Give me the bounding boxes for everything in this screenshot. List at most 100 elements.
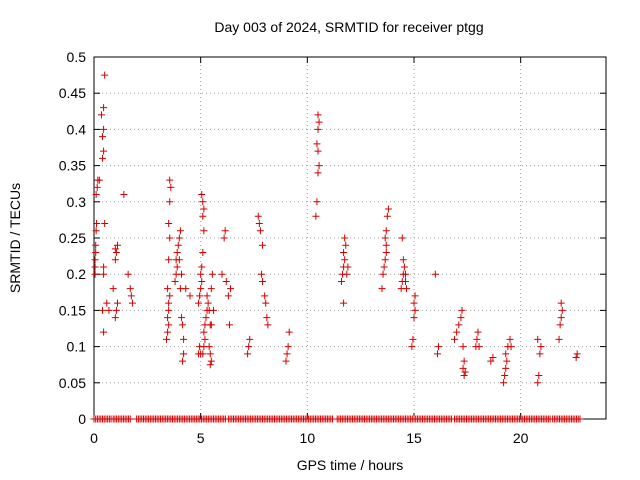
data-point <box>455 321 463 329</box>
data-point <box>201 335 209 343</box>
data-point <box>264 321 272 329</box>
data-point <box>314 125 322 133</box>
data-point <box>381 234 389 242</box>
data-point <box>100 147 108 155</box>
data-point <box>199 198 207 206</box>
data-point <box>197 270 205 278</box>
data-point <box>401 270 409 278</box>
data-point <box>411 292 419 300</box>
y-tick-label: 0.1 <box>67 339 87 355</box>
data-point <box>314 169 322 177</box>
data-point <box>91 256 99 264</box>
data-point <box>127 292 135 300</box>
data-point <box>451 335 459 343</box>
data-point <box>175 256 183 264</box>
data-point <box>208 270 216 278</box>
data-point <box>166 176 174 184</box>
data-point <box>400 263 408 271</box>
data-point <box>255 220 263 228</box>
data-point <box>401 277 409 285</box>
axis-ticks: 0 0.05 0.1 0.15 0.2 0.25 0.3 0.35 0.4 0.45 0.5 0 5 10… <box>59 49 606 446</box>
data-point <box>256 227 264 235</box>
data-point <box>175 234 183 242</box>
data-point <box>207 357 215 365</box>
x-tick-label: 15 <box>406 430 422 446</box>
data-point <box>489 353 497 361</box>
data-point <box>572 353 580 361</box>
data-point <box>558 306 566 314</box>
data-point <box>453 328 461 336</box>
data-point <box>112 248 120 256</box>
data-point <box>199 248 207 256</box>
data-point <box>92 241 100 249</box>
data-point <box>534 335 542 343</box>
data-point <box>435 343 443 351</box>
data-point <box>128 299 136 307</box>
data-point <box>200 328 208 336</box>
data-point <box>166 292 174 300</box>
data-point <box>171 277 179 285</box>
data-point <box>92 191 100 199</box>
y-tick-label: 0.3 <box>67 194 87 210</box>
data-point <box>99 133 107 141</box>
data-point <box>314 111 322 119</box>
data-point <box>97 111 105 119</box>
data-point <box>92 248 100 256</box>
data-point <box>341 256 349 264</box>
data-point <box>313 140 321 148</box>
data-point <box>399 256 407 264</box>
data-point <box>457 314 465 322</box>
data-point <box>501 372 509 380</box>
data-point <box>556 321 564 329</box>
data-point <box>207 321 215 329</box>
data-point <box>410 299 418 307</box>
data-point <box>285 328 293 336</box>
data-point <box>475 343 483 351</box>
data-point <box>100 104 108 112</box>
y-tick-label: 0.35 <box>59 158 86 174</box>
data-point <box>460 357 468 365</box>
data-point <box>120 191 128 199</box>
data-point <box>203 292 211 300</box>
data-point <box>341 234 349 242</box>
data-point <box>474 328 482 336</box>
data-point <box>124 270 132 278</box>
data-point <box>105 306 113 314</box>
data-point <box>101 220 109 228</box>
data-point <box>261 292 269 300</box>
x-tick-label: 20 <box>513 430 529 446</box>
data-point <box>163 335 171 343</box>
data-point <box>91 263 99 271</box>
data-point <box>403 285 411 293</box>
data-point <box>199 212 207 220</box>
data-point <box>100 328 108 336</box>
x-tick-label: 5 <box>197 430 205 446</box>
chart-title: Day 003 of 2024, SRMTID for receiver ptg… <box>214 19 483 35</box>
data-point <box>507 343 515 351</box>
data-point <box>111 245 119 253</box>
y-tick-label: 0.4 <box>67 121 87 137</box>
data-point <box>112 306 120 314</box>
data-point <box>431 270 439 278</box>
data-point <box>411 306 419 314</box>
data-point <box>174 241 182 249</box>
data-point <box>91 270 99 278</box>
data-point <box>458 306 466 314</box>
data-point <box>244 350 252 358</box>
data-point <box>382 248 390 256</box>
data-point <box>343 270 351 278</box>
data-point <box>111 256 119 264</box>
data-point <box>257 270 265 278</box>
data-point <box>502 350 510 358</box>
data-point <box>100 270 108 278</box>
x-tick-label: 10 <box>300 430 316 446</box>
data-point <box>537 343 545 351</box>
data-point <box>284 343 292 351</box>
data-point <box>282 357 290 365</box>
data-point <box>262 299 270 307</box>
data-point <box>380 263 388 271</box>
data-point <box>100 125 108 133</box>
data-point <box>227 285 235 293</box>
data-point <box>92 227 100 235</box>
data-point <box>340 299 348 307</box>
